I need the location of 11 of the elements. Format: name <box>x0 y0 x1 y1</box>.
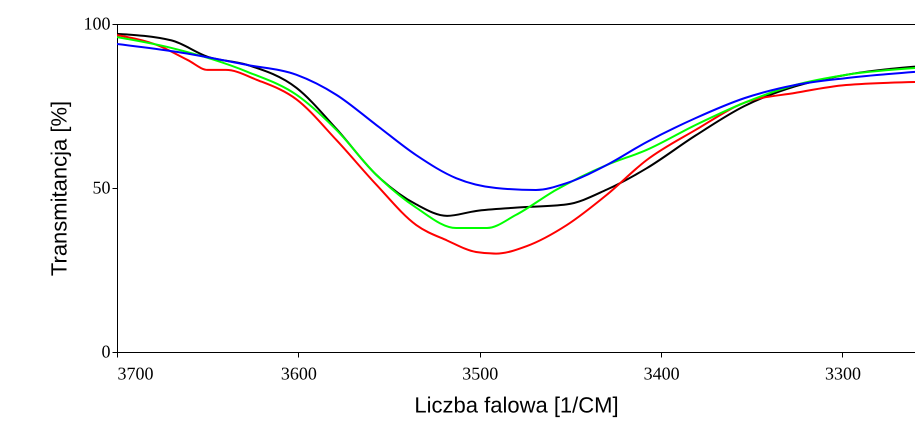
x-tick-label: 3300 <box>824 364 861 384</box>
x-tick-label: 3600 <box>280 364 317 384</box>
x-tick-label: 3400 <box>644 364 680 384</box>
x-axis-title: Liczba falowa [1/CM] <box>414 392 619 418</box>
x-tick-label: 3700 <box>118 364 154 384</box>
line-series <box>117 43 915 191</box>
y-tick-label: 0 <box>102 342 110 362</box>
y-tick-label: 50 <box>92 178 110 198</box>
y-axis-title: Transmitancja [%] <box>46 100 72 276</box>
x-tick-label: 3500 <box>462 364 498 384</box>
y-tick-label: 100 <box>84 14 110 34</box>
